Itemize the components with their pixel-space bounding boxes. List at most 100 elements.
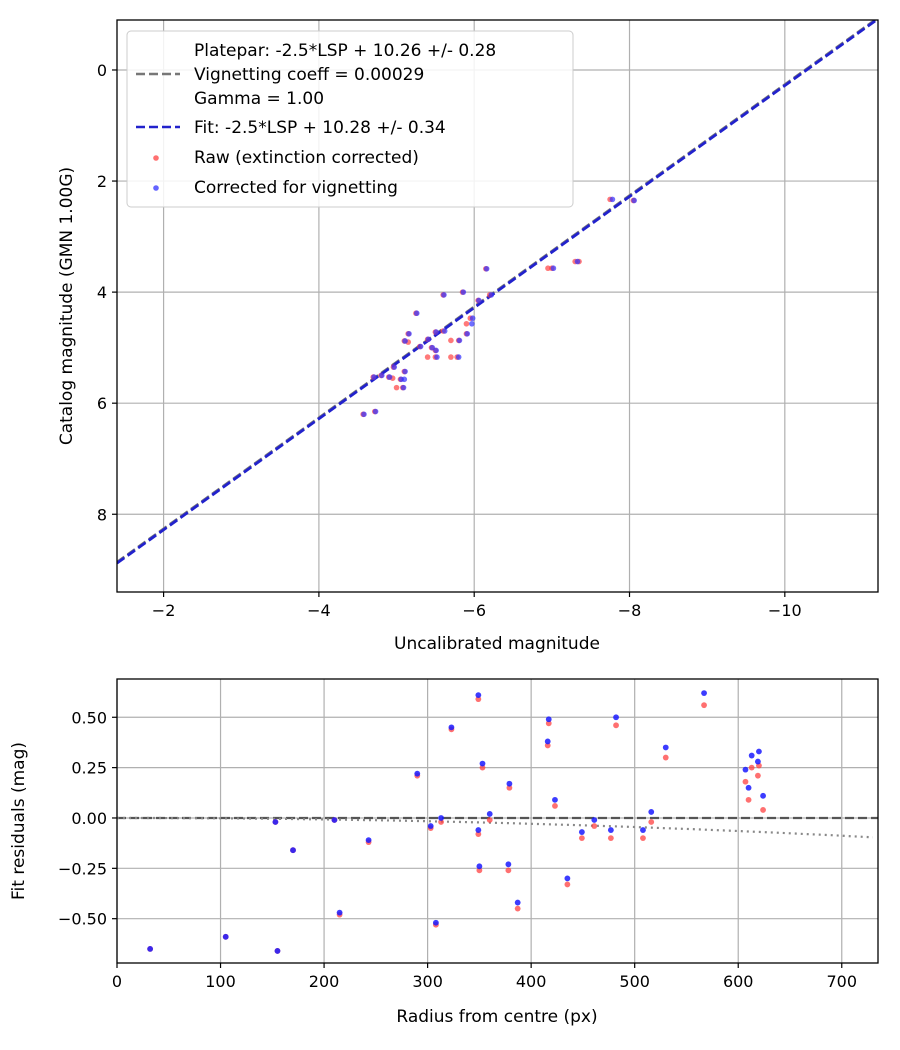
top-x-tick-label: −6	[462, 601, 486, 620]
top-y-tick-label: 0	[97, 61, 107, 80]
corrected-residual-point	[274, 948, 281, 954]
corrected-residual-point	[662, 744, 669, 751]
corrected-point	[401, 376, 408, 383]
raw-point	[424, 354, 431, 360]
corrected-residual-point	[701, 690, 707, 696]
raw-residual-point	[506, 784, 513, 791]
corrected-residual-point	[607, 827, 614, 833]
corrected-residual-point	[545, 716, 552, 723]
raw-residual-point	[701, 702, 707, 709]
corrected-point	[455, 354, 462, 360]
bottom-y-tick-label: 0.00	[71, 809, 107, 828]
top-ticks: −2 −4 −6 −8 −10 0 2 4 6 8	[97, 61, 802, 620]
top-x-tick-label: −10	[768, 601, 802, 620]
raw-residual-point	[745, 796, 752, 803]
top-y-tick-label: 4	[97, 283, 107, 302]
legend-corrected-label: Corrected for vignetting	[194, 178, 398, 198]
raw-residual-point	[613, 722, 619, 729]
corrected-point	[464, 330, 471, 337]
corrected-residual-point	[760, 792, 766, 799]
raw-residual-point	[742, 778, 749, 785]
bottom-points	[147, 690, 766, 954]
corrected-residual-point	[414, 770, 421, 777]
top-plot-frame	[116, 19, 879, 593]
raw-point	[463, 320, 470, 327]
top-points	[360, 196, 637, 418]
bottom-y-tick-label: 0.25	[71, 759, 107, 778]
bottom-x-tick-label: 200	[309, 972, 340, 991]
legend: Platepar: -2.5*LSP + 10.26 +/- 0.28 Vign…	[126, 30, 574, 208]
corrected-point	[488, 292, 495, 298]
top-y-tick-label: 8	[97, 505, 107, 524]
raw-residual-point	[564, 881, 571, 888]
raw-residual-point	[486, 817, 493, 823]
top-x-tick-label: −4	[307, 601, 331, 620]
corrected-residual-point	[748, 752, 755, 759]
legend-platepar-line2: Vignetting coeff = 0.00029	[194, 65, 424, 85]
corrected-residual-point	[331, 817, 338, 823]
corrected-point	[425, 336, 432, 343]
raw-residual-point	[544, 742, 551, 749]
corrected-point	[476, 297, 482, 304]
raw-residual-point	[578, 835, 585, 842]
corrected-point	[361, 411, 367, 418]
corrected-residual-point	[476, 863, 483, 870]
corrected-point	[574, 258, 581, 265]
raw-point	[448, 337, 454, 344]
corrected-residual-point	[479, 760, 486, 767]
top-x-axis-label: Uncalibrated magnitude	[394, 634, 600, 654]
raw-residual-point	[476, 867, 483, 874]
corrected-point	[402, 368, 408, 375]
corrected-residual-point	[336, 909, 343, 916]
corrected-point	[429, 344, 436, 351]
raw-residual-point	[662, 754, 669, 761]
vignetting-curve	[117, 816, 873, 839]
raw-residual-point	[648, 819, 655, 825]
corrected-residual-point	[756, 748, 762, 755]
corrected-residual-point	[640, 827, 646, 833]
corrected-point	[434, 354, 440, 360]
corrected-point	[433, 329, 439, 335]
top-y-tick-label: 6	[97, 394, 107, 413]
bottom-chart: 0 100 200 300 400 500 600 700 0.50 0.25 0.00 −0.25 −…	[9, 678, 879, 1027]
top-x-tick-label: −8	[618, 601, 642, 620]
corrected-residual-point	[578, 829, 585, 835]
corrected-point	[371, 374, 377, 380]
corrected-point	[378, 372, 385, 379]
bottom-x-tick-label: 0	[112, 972, 122, 991]
raw-residual-point	[754, 772, 761, 779]
legend-raw-swatch	[153, 155, 159, 161]
corrected-point	[391, 364, 398, 370]
raw-residual-point	[505, 867, 512, 874]
corrected-point	[609, 196, 616, 203]
top-y-axis-label: Catalog magnitude (GMN 1.00G)	[57, 167, 77, 445]
corrected-residual-point	[745, 784, 752, 791]
raw-residual-point	[438, 819, 444, 825]
corrected-point	[372, 408, 379, 415]
corrected-point	[550, 265, 557, 272]
corrected-residual-point	[613, 714, 619, 721]
bottom-x-tick-label: 100	[205, 972, 236, 991]
bottom-x-tick-label: 300	[412, 972, 443, 991]
raw-residual-point	[514, 905, 521, 912]
corrected-point	[460, 289, 467, 295]
legend-platepar-line3: Gamma = 1.00	[194, 89, 324, 109]
corrected-residual-point	[147, 946, 154, 952]
bottom-x-tick-label: 500	[619, 972, 650, 991]
raw-residual-point	[475, 696, 482, 703]
raw-residual-point	[607, 835, 614, 842]
bottom-x-tick-label: 600	[723, 972, 754, 991]
corrected-point	[417, 343, 424, 350]
raw-residual-point	[748, 764, 755, 771]
bottom-plot-frame	[116, 678, 879, 964]
bottom-ticks: 0 100 200 300 400 500 600 700 0.50 0.25 0.00 −0.25 −…	[58, 708, 857, 991]
corrected-residual-point	[365, 837, 372, 844]
raw-residual-point	[545, 720, 552, 727]
corrected-residual-point	[427, 823, 434, 829]
corrected-residual-point	[475, 827, 482, 833]
corrected-point	[413, 310, 420, 317]
corrected-point	[469, 315, 476, 322]
corrected-point	[483, 265, 490, 272]
bottom-x-tick-label: 400	[516, 972, 547, 991]
